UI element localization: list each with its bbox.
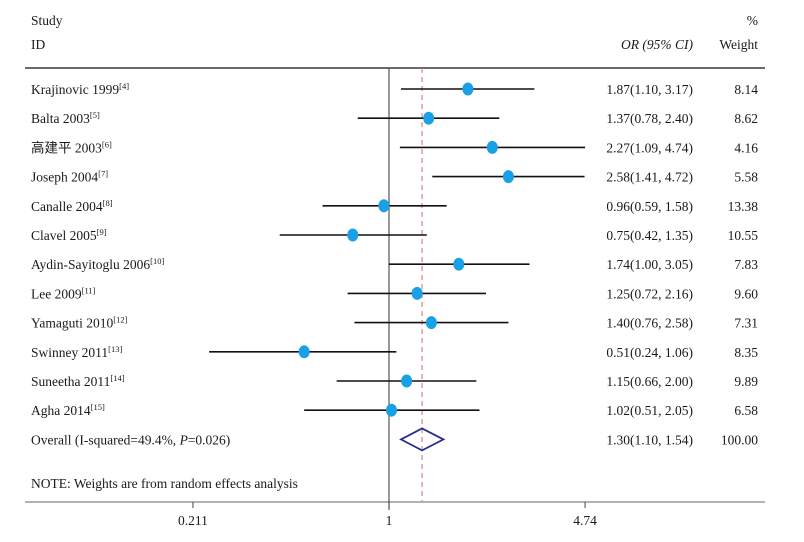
header-id: ID [31, 37, 45, 52]
point-estimate [425, 316, 437, 330]
weight-value: 8.35 [734, 345, 758, 360]
point-estimate [453, 257, 465, 271]
study-row: Joseph 2004[7] 2.58(1.41, 4.72) 5.58 [31, 169, 758, 185]
study-row: Clavel 2005[9] 0.75(0.42, 1.35) 10.55 [31, 227, 758, 243]
or-ci-value: 2.58(1.41, 4.72) [606, 170, 693, 185]
weight-value: 5.58 [734, 170, 758, 185]
point-estimate [486, 140, 498, 154]
study-label: Aydin-Sayitoglu 2006[10] [31, 256, 164, 272]
point-estimate [502, 170, 514, 184]
study-rows: Krajinovic 1999[4] 1.87(1.10, 3.17) 8.14 Ba… [31, 68, 758, 510]
or-ci-value: 2.27(1.09, 4.74) [606, 140, 693, 155]
or-ci-value: 1.74(1.00, 3.05) [606, 257, 693, 272]
study-label: Lee 2009[11] [31, 285, 96, 301]
point-estimate [385, 403, 397, 417]
study-row: Balta 2003[5] 1.37(0.78, 2.40) 8.62 [31, 110, 758, 126]
study-row: 高建平 2003[6] 2.27(1.09, 4.74) 4.16 [31, 139, 758, 155]
study-row: Aydin-Sayitoglu 2006[10] 1.74(1.00, 3.05)… [31, 256, 758, 272]
or-ci-value: 1.15(0.66, 2.00) [606, 374, 693, 389]
overall-row: Overall (I-squared=49.4%, P=0.026) 1.30(1… [31, 427, 758, 452]
study-row: Yamaguti 2010[12] 1.40(0.76, 2.58) 7.31 [31, 315, 758, 331]
or-ci-value: 0.75(0.42, 1.35) [606, 228, 693, 243]
header-weight-pct: % [747, 13, 758, 28]
or-ci-value: 1.87(1.10, 3.17) [606, 82, 693, 97]
study-label: Swinney 2011[13] [31, 344, 122, 360]
or-ci-value: 0.51(0.24, 1.06) [606, 345, 693, 360]
point-estimate [423, 111, 435, 125]
study-row: Swinney 2011[13] 0.51(0.24, 1.06) 8.35 [31, 344, 758, 360]
study-label: Agha 2014[15] [31, 402, 105, 418]
x-ticks: 0.211 1 4.74 [178, 502, 597, 528]
study-label: Suneetha 2011[14] [31, 373, 125, 389]
point-estimate [462, 82, 474, 96]
overall-diamond [399, 427, 446, 452]
x-tick-label: 1 [386, 513, 393, 528]
study-label: 高建平 2003[6] [31, 139, 112, 155]
overall-weight: 100.00 [721, 432, 758, 447]
overall-label: Overall (I-squared=49.4%, P=0.026) [31, 432, 230, 447]
header-or: OR (95% CI) [621, 37, 693, 52]
or-ci-value: 1.25(0.72, 2.16) [606, 286, 693, 301]
weight-value: 13.38 [728, 199, 759, 214]
header-study: Study [31, 13, 63, 28]
point-estimate [298, 345, 310, 359]
weight-value: 7.31 [734, 316, 758, 331]
point-estimate [378, 199, 390, 213]
study-row: Suneetha 2011[14] 1.15(0.66, 2.00) 9.89 [31, 373, 758, 389]
point-estimate [347, 228, 359, 242]
or-ci-value: 0.96(0.59, 1.58) [606, 199, 693, 214]
study-row: Krajinovic 1999[4] 1.87(1.10, 3.17) 8.14 [31, 81, 758, 97]
weight-value: 7.83 [734, 257, 758, 272]
weight-value: 8.62 [734, 111, 758, 126]
study-label: Joseph 2004[7] [31, 169, 108, 185]
overall-or-ci: 1.30(1.10, 1.54) [606, 432, 693, 447]
header-weight: Weight [719, 37, 758, 52]
weight-value: 8.14 [734, 82, 758, 97]
x-tick-label: 4.74 [573, 513, 597, 528]
study-row: Agha 2014[15] 1.02(0.51, 2.05) 6.58 [31, 402, 758, 418]
study-label: Balta 2003[5] [31, 110, 100, 126]
weight-value: 9.89 [734, 374, 758, 389]
point-estimate [401, 374, 413, 388]
note: NOTE: Weights are from random effects an… [31, 476, 298, 491]
x-tick-label: 0.211 [178, 513, 208, 528]
study-label: Krajinovic 1999[4] [31, 81, 129, 97]
study-label: Canalle 2004[8] [31, 198, 113, 214]
or-ci-value: 1.37(0.78, 2.40) [606, 111, 693, 126]
point-estimate [411, 286, 423, 300]
study-label: Clavel 2005[9] [31, 227, 107, 243]
or-ci-value: 1.02(0.51, 2.05) [606, 403, 693, 418]
study-label: Yamaguti 2010[12] [31, 315, 128, 331]
weight-value: 6.58 [734, 403, 758, 418]
weight-value: 4.16 [734, 140, 758, 155]
study-row: Lee 2009[11] 1.25(0.72, 2.16) 9.60 [31, 285, 758, 301]
or-ci-value: 1.40(0.76, 2.58) [606, 316, 693, 331]
study-row: Canalle 2004[8] 0.96(0.59, 1.58) 13.38 [31, 198, 758, 214]
weight-value: 10.55 [728, 228, 759, 243]
weight-value: 9.60 [734, 286, 758, 301]
